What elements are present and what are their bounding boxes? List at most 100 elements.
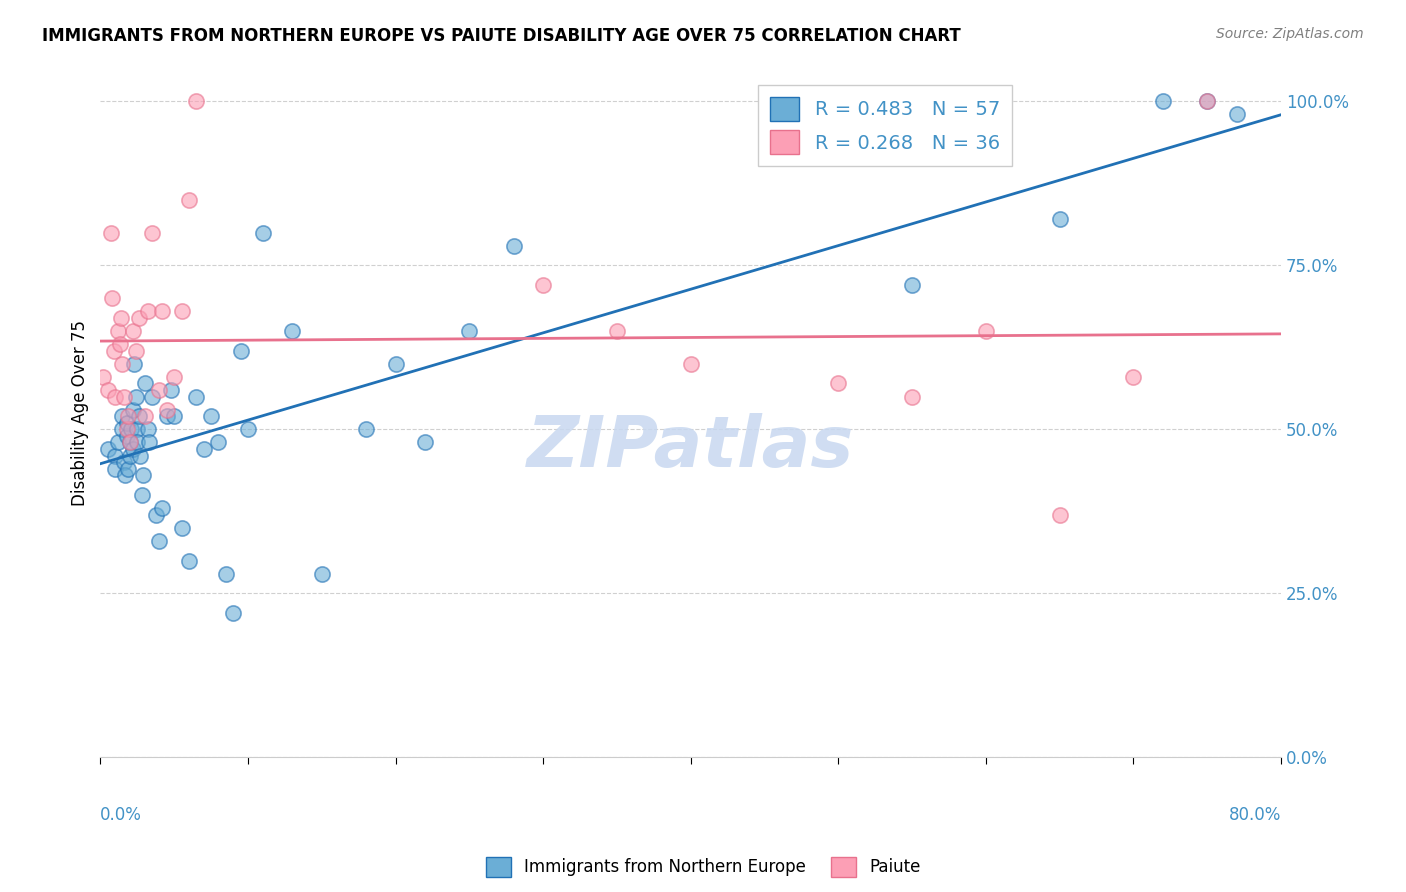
Point: [121, 442, 143, 456]
Point: [148, 383, 170, 397]
Point: [134, 376, 156, 391]
Point: [114, 468, 136, 483]
Point: [901, 390, 924, 404]
Point: [281, 324, 304, 338]
Point: [120, 422, 142, 436]
Point: [110, 310, 132, 325]
Point: [236, 422, 259, 436]
Legend: Immigrants from Northern Europe, Paiute: Immigrants from Northern Europe, Paiute: [479, 850, 927, 884]
Point: [384, 357, 406, 371]
Point: [141, 390, 163, 404]
Point: [136, 422, 159, 436]
Point: [124, 357, 146, 371]
Point: [100, 226, 122, 240]
Point: [531, 278, 554, 293]
Legend: R = 0.483   N = 57, R = 0.268   N = 36: R = 0.483 N = 57, R = 0.268 N = 36: [758, 85, 1011, 166]
Point: [112, 390, 135, 404]
Point: [252, 226, 274, 240]
Point: [186, 390, 208, 404]
Point: [311, 566, 333, 581]
Point: [112, 455, 135, 469]
Point: [1049, 508, 1071, 522]
Point: [128, 409, 150, 424]
Point: [413, 435, 436, 450]
Point: [136, 304, 159, 318]
Point: [104, 390, 127, 404]
Point: [170, 521, 193, 535]
Point: [145, 508, 167, 522]
Point: [1226, 107, 1249, 121]
Point: [111, 409, 134, 424]
Point: [103, 343, 125, 358]
Text: 80.0%: 80.0%: [1229, 805, 1281, 823]
Point: [156, 402, 179, 417]
Point: [132, 468, 155, 483]
Point: [115, 429, 138, 443]
Point: [177, 553, 200, 567]
Point: [200, 409, 222, 424]
Point: [1152, 95, 1174, 109]
Point: [354, 422, 377, 436]
Point: [127, 422, 149, 436]
Point: [177, 193, 200, 207]
Text: Source: ZipAtlas.com: Source: ZipAtlas.com: [1216, 27, 1364, 41]
Point: [502, 238, 524, 252]
Point: [125, 343, 148, 358]
Point: [606, 324, 628, 338]
Point: [458, 324, 481, 338]
Point: [128, 310, 150, 325]
Point: [101, 291, 124, 305]
Point: [193, 442, 215, 456]
Point: [129, 449, 152, 463]
Point: [150, 304, 173, 318]
Point: [118, 449, 141, 463]
Point: [679, 357, 702, 371]
Point: [974, 324, 997, 338]
Point: [118, 435, 141, 450]
Point: [117, 461, 139, 475]
Point: [107, 435, 129, 450]
Point: [121, 324, 143, 338]
Point: [111, 357, 134, 371]
Point: [97, 383, 120, 397]
Point: [1197, 95, 1219, 109]
Point: [104, 449, 127, 463]
Text: IMMIGRANTS FROM NORTHERN EUROPE VS PAIUTE DISABILITY AGE OVER 75 CORRELATION CHA: IMMIGRANTS FROM NORTHERN EUROPE VS PAIUT…: [42, 27, 960, 45]
Point: [125, 390, 148, 404]
Point: [1197, 95, 1219, 109]
Text: 0.0%: 0.0%: [100, 805, 142, 823]
Point: [127, 435, 149, 450]
Point: [97, 442, 120, 456]
Point: [118, 435, 141, 450]
Point: [108, 337, 131, 351]
Point: [222, 606, 245, 620]
Point: [117, 409, 139, 424]
Point: [163, 409, 186, 424]
Point: [827, 376, 849, 391]
Point: [150, 501, 173, 516]
Point: [104, 461, 127, 475]
Point: [163, 370, 186, 384]
Point: [115, 416, 138, 430]
Y-axis label: Disability Age Over 75: Disability Age Over 75: [72, 320, 89, 506]
Text: ZIPatlas: ZIPatlas: [527, 413, 855, 482]
Point: [107, 324, 129, 338]
Point: [229, 343, 252, 358]
Point: [1049, 212, 1071, 227]
Point: [160, 383, 183, 397]
Point: [115, 422, 138, 436]
Point: [215, 566, 238, 581]
Point: [121, 402, 143, 417]
Point: [170, 304, 193, 318]
Point: [186, 95, 208, 109]
Point: [111, 422, 134, 436]
Point: [207, 435, 229, 450]
Point: [131, 488, 153, 502]
Point: [148, 533, 170, 548]
Point: [1122, 370, 1144, 384]
Point: [901, 278, 924, 293]
Point: [141, 226, 163, 240]
Point: [91, 370, 114, 384]
Point: [134, 409, 156, 424]
Point: [156, 409, 179, 424]
